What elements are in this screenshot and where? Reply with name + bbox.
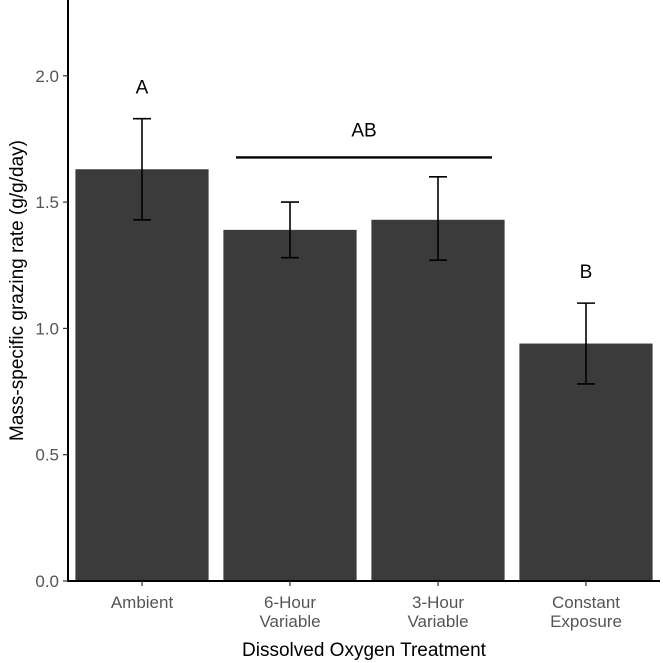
bars-group [75, 169, 653, 582]
x-tick-label-line: Variable [407, 612, 468, 631]
x-tick-label-3: Constant Exposure [550, 593, 622, 631]
x-tick-label-line: Ambient [111, 593, 174, 612]
y-axis-title: Mass-specific grazing rate (g/g/day) [7, 140, 28, 441]
x-tick-label-line: Constant [552, 593, 620, 612]
y-tick-label-2: 1.0 [35, 319, 59, 338]
significance-label-2: B [580, 262, 593, 283]
y-tick-label-0: 0.0 [35, 572, 59, 591]
x-tick-label-line: Exposure [550, 612, 622, 631]
bar-2 [371, 219, 505, 581]
y-tick-label-3: 1.5 [35, 193, 59, 212]
x-tick-label-line: 3-Hour [412, 593, 464, 612]
x-tick-label-0: Ambient [111, 593, 174, 612]
x-tick-label-line: 6-Hour [264, 593, 316, 612]
error-bars-group [133, 117, 595, 385]
significance-label-0: A [136, 77, 149, 98]
y-tick-label-4: 2.0 [35, 67, 59, 86]
bar-0 [75, 169, 209, 581]
x-tick-label-1: 6-Hour Variable [259, 593, 320, 631]
y-ticks-group: 0.0 0.5 1.0 1.5 2.0 [35, 67, 68, 591]
y-tick-label-1: 0.5 [35, 446, 59, 465]
significance-group: A AB B [136, 77, 593, 282]
significance-label-1: AB [351, 120, 376, 141]
bar-1 [223, 229, 357, 582]
x-tick-label-line: Variable [259, 612, 320, 631]
x-tick-label-2: 3-Hour Variable [407, 593, 468, 631]
x-axis-title: Dissolved Oxygen Treatment [242, 640, 487, 661]
